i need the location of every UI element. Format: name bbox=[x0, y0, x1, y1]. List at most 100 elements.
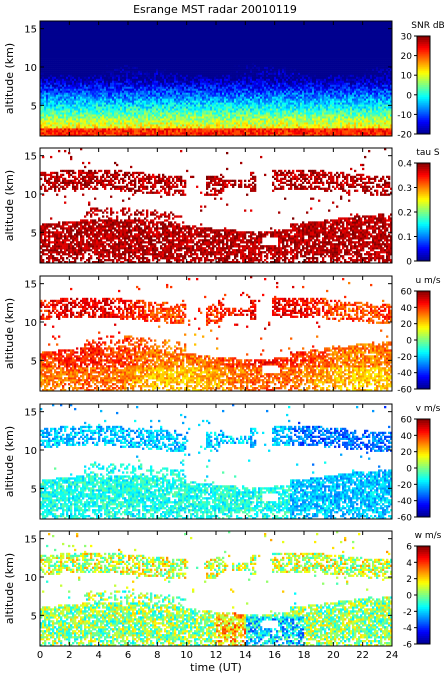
heatmap-cell bbox=[182, 102, 185, 105]
heatmap-cell bbox=[176, 90, 179, 93]
heatmap-cell bbox=[176, 128, 179, 131]
heatmap-cell bbox=[108, 24, 111, 28]
heatmap-cell bbox=[56, 60, 59, 63]
heatmap-cell bbox=[98, 26, 101, 30]
heatmap-cell bbox=[42, 98, 45, 101]
heatmap-cell bbox=[52, 88, 55, 91]
heatmap-cell bbox=[182, 110, 185, 113]
heatmap-cell bbox=[158, 38, 161, 42]
heatmap-cell bbox=[190, 32, 193, 36]
heatmap-cell bbox=[120, 56, 123, 59]
heatmap-cell bbox=[196, 100, 199, 103]
heatmap-cell bbox=[134, 22, 137, 26]
heatmap-cell bbox=[170, 80, 173, 83]
heatmap-cell bbox=[46, 94, 49, 97]
heatmap-cell bbox=[188, 64, 191, 67]
heatmap-cell bbox=[194, 60, 197, 63]
heatmap-cell bbox=[156, 76, 159, 79]
heatmap-cell bbox=[178, 66, 181, 69]
heatmap-cell bbox=[188, 26, 191, 30]
heatmap-cell bbox=[88, 50, 91, 54]
heatmap-cell bbox=[42, 30, 45, 34]
heatmap-cell bbox=[52, 32, 55, 36]
heatmap-cell bbox=[100, 80, 103, 83]
heatmap-cell bbox=[146, 32, 149, 36]
heatmap-cell bbox=[142, 66, 145, 69]
heatmap-cell bbox=[68, 96, 71, 99]
heatmap-cell bbox=[64, 76, 67, 79]
heatmap-cell bbox=[148, 38, 151, 42]
heatmap-cell bbox=[138, 22, 141, 26]
heatmap-cell bbox=[160, 62, 163, 65]
heatmap-cell bbox=[124, 72, 127, 75]
heatmap-cell bbox=[122, 80, 125, 83]
heatmap-cell bbox=[122, 116, 125, 119]
heatmap-cell bbox=[200, 62, 203, 65]
heatmap-cell bbox=[116, 118, 119, 121]
heatmap-cell bbox=[118, 80, 121, 83]
heatmap-cell bbox=[40, 74, 43, 77]
heatmap-cell bbox=[106, 22, 109, 26]
heatmap-cell bbox=[152, 122, 155, 125]
heatmap-cell bbox=[194, 76, 197, 79]
heatmap-cell bbox=[148, 24, 151, 28]
heatmap-cell bbox=[198, 24, 201, 28]
heatmap-cell bbox=[210, 74, 213, 77]
heatmap-cell bbox=[52, 102, 55, 105]
heatmap-cell bbox=[132, 100, 135, 103]
heatmap-cell bbox=[132, 82, 135, 85]
heatmap-cell bbox=[144, 28, 147, 32]
heatmap-cell bbox=[84, 76, 87, 79]
heatmap-cell bbox=[108, 88, 111, 91]
heatmap-cell bbox=[118, 118, 121, 121]
heatmap-cell bbox=[98, 38, 101, 42]
heatmap-cell bbox=[136, 116, 139, 119]
heatmap-cell bbox=[182, 56, 185, 59]
heatmap-cell bbox=[188, 92, 191, 95]
heatmap-cell bbox=[64, 98, 67, 101]
heatmap-cell bbox=[42, 134, 45, 137]
heatmap-cell bbox=[204, 112, 207, 115]
heatmap-cell bbox=[72, 21, 75, 24]
heatmap-cell bbox=[188, 32, 191, 36]
heatmap-cell bbox=[182, 126, 185, 129]
heatmap-cell bbox=[90, 120, 93, 123]
heatmap-cell bbox=[152, 116, 155, 119]
heatmap-cell bbox=[172, 46, 175, 50]
heatmap-cell bbox=[42, 56, 45, 59]
heatmap-cell bbox=[126, 66, 129, 69]
heatmap-cell bbox=[52, 92, 55, 95]
heatmap-cell bbox=[178, 26, 181, 30]
heatmap-cell bbox=[132, 48, 135, 52]
heatmap-cell bbox=[112, 86, 115, 89]
heatmap-cell bbox=[86, 74, 89, 77]
heatmap-cell bbox=[44, 74, 47, 77]
heatmap-cell bbox=[138, 62, 141, 65]
heatmap-cell bbox=[98, 56, 101, 59]
heatmap-cell bbox=[144, 36, 147, 40]
heatmap-cell bbox=[200, 66, 203, 69]
heatmap-cell bbox=[128, 40, 131, 44]
heatmap-cell bbox=[142, 44, 145, 48]
heatmap-cell bbox=[164, 46, 167, 50]
heatmap-cell bbox=[108, 62, 111, 65]
heatmap-cell bbox=[40, 28, 43, 32]
heatmap-cell bbox=[180, 76, 183, 79]
heatmap-cell bbox=[190, 122, 193, 125]
heatmap-cell bbox=[96, 100, 99, 103]
heatmap-cell bbox=[102, 24, 105, 28]
heatmap-cell bbox=[42, 21, 45, 24]
heatmap-cell bbox=[168, 100, 171, 103]
heatmap-cell bbox=[116, 78, 119, 81]
heatmap-cell bbox=[124, 32, 127, 36]
heatmap-cell bbox=[146, 96, 149, 99]
heatmap-cell bbox=[72, 76, 75, 79]
heatmap-cell bbox=[66, 64, 69, 67]
heatmap-cell bbox=[130, 130, 133, 133]
heatmap-cell bbox=[76, 88, 79, 91]
heatmap-cell bbox=[80, 118, 83, 121]
heatmap-cell bbox=[110, 46, 113, 50]
heatmap-cell bbox=[74, 114, 77, 117]
heatmap-cell bbox=[204, 94, 207, 97]
heatmap-cell bbox=[196, 26, 199, 30]
